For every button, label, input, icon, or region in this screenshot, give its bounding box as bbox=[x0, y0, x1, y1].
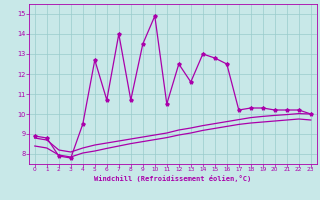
X-axis label: Windchill (Refroidissement éolien,°C): Windchill (Refroidissement éolien,°C) bbox=[94, 175, 252, 182]
